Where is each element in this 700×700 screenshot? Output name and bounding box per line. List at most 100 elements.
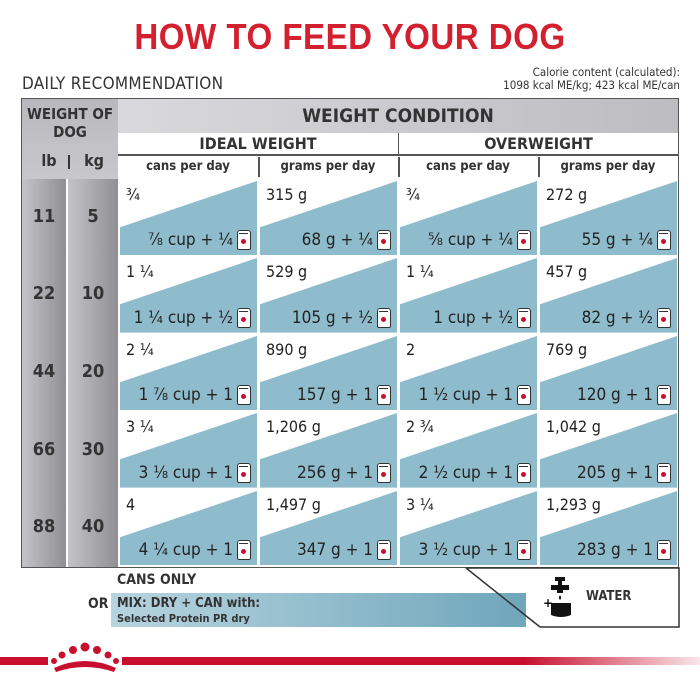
ideal-grams-cell: 529 g 105 g + ½: [260, 258, 397, 333]
lb-column: [22, 179, 66, 567]
kg-header: kg: [84, 151, 104, 170]
header-divider: [118, 154, 678, 156]
ideal-grams-mix-value: 256 g + 1: [296, 462, 391, 483]
ideal-cans-cell: 3 ¼ 3 ⅛ cup + 1: [120, 413, 257, 488]
ideal-cans-only-value: 2 ¼: [126, 339, 154, 359]
ideal-cans-mix-text: 4 ¼ cup + 1: [138, 540, 233, 561]
ideal-cans-mix-value: 3 ⅛ cup + 1: [138, 462, 251, 483]
feeding-table: WEIGHT OF DOG lb kg WEIGHT CONDITION IDE…: [21, 98, 679, 568]
ideal-cans-per-day-header: cans per day: [146, 159, 230, 174]
ideal-cans-cell: 1 ¼ 1 ¼ cup + ½: [120, 258, 257, 333]
ideal-grams-per-day-header: grams per day: [280, 159, 376, 174]
can-icon: [657, 462, 671, 483]
weight-lb-value: 22: [32, 283, 56, 305]
cans-only-label: CANS ONLY: [117, 572, 197, 588]
over-grams-mix-text: 283 g + 1: [576, 540, 653, 561]
ideal-cans-mix-text: 1 ¼ cup + ½: [133, 307, 233, 328]
blue-band: [400, 413, 537, 488]
can-icon: [657, 385, 671, 406]
over-grams-mix-text: 82 g + ½: [581, 307, 653, 328]
can-icon: [517, 230, 531, 251]
kg-column: [68, 179, 118, 567]
blue-band: [260, 258, 397, 333]
over-cans-only-value: 1 ¼: [406, 262, 434, 282]
over-grams-per-day-header: grams per day: [560, 159, 656, 174]
weight-kg-value: 40: [81, 516, 105, 538]
over-cans-cell: 1 ¼ 1 cup + ½: [400, 258, 537, 333]
weight-of-dog-text: WEIGHT OF DOG: [26, 105, 114, 141]
ideal-grams-mix-value: 157 g + 1: [297, 385, 391, 406]
water-tap-icon: +: [543, 577, 571, 617]
ideal-grams-only-value: 529 g: [266, 262, 308, 282]
over-cans-mix-text: 1 cup + ½: [433, 307, 513, 328]
ideal-weight-header: IDEAL WEIGHT: [199, 134, 317, 153]
blue-band: [260, 490, 397, 566]
over-cans-only-value: 2: [406, 339, 416, 359]
ideal-grams-mix-text: 347 g + 1: [296, 540, 373, 561]
lb-header: lb: [41, 151, 57, 170]
weight-kg-value: 5: [87, 205, 99, 227]
ideal-cans-only-value: 3 ¼: [126, 417, 154, 437]
over-grams-cell: 1,042 g 205 g + 1: [540, 413, 677, 488]
over-cans-per-day-header: cans per day: [426, 159, 510, 174]
mix-label: MIX: DRY + CAN with:: [117, 596, 261, 611]
blue-band: [540, 258, 677, 333]
over-grams-mix-value: 205 g + 1: [577, 462, 671, 483]
over-grams-cell: 457 g 82 g + ½: [540, 258, 677, 333]
blue-band: [540, 335, 677, 411]
mix-band: [111, 593, 526, 627]
can-icon: [237, 307, 251, 328]
over-grams-cell: 1,293 g 283 g + 1: [540, 490, 677, 566]
can-icon: [517, 462, 531, 483]
blue-band: [400, 180, 537, 256]
over-grams-mix-text: 120 g + 1: [576, 385, 653, 406]
ideal-grams-cell: 315 g 68 g + ¼: [260, 180, 397, 256]
ideal-grams-cell: 1,206 g 256 g + 1: [260, 413, 397, 488]
over-cans-cell: 2 1 ½ cup + 1: [400, 335, 537, 411]
blue-band: [400, 490, 537, 566]
over-grams-mix-text: 55 g + ¼: [581, 230, 653, 251]
calorie-line-1: Calorie content (calculated):: [532, 65, 680, 79]
mix-product-label: Selected Protein PR dry: [117, 612, 250, 625]
blue-band: [260, 335, 397, 411]
ideal-cans-only-value: 1 ¼: [126, 262, 154, 282]
can-icon: [657, 230, 671, 251]
over-grams-cell: 769 g 120 g + 1: [540, 335, 677, 411]
weight-kg-value: 20: [81, 361, 105, 382]
over-grams-cell: 272 g 55 g + ¼: [540, 180, 677, 256]
ideal-cans-mix-value: 4 ¼ cup + 1: [138, 540, 251, 561]
subheader-divider: [258, 157, 260, 177]
ideal-grams-mix-text: 256 g + 1: [296, 462, 373, 483]
over-grams-only-value: 1,293 g: [546, 494, 601, 514]
weight-kg-value: 30: [81, 438, 105, 460]
calorie-line-2: 1098 kcal ME/kg; 423 kcal ME/can: [503, 78, 680, 92]
or-label: OR: [88, 596, 109, 612]
ideal-cans-cell: ¾ ⅞ cup + ¼: [120, 180, 257, 256]
blue-band: [400, 335, 537, 411]
ideal-cans-cell: 4 4 ¼ cup + 1: [120, 490, 257, 566]
ideal-cans-mix-value: ⅞ cup + ¼: [148, 230, 251, 251]
over-cans-mix-text: ⅝ cup + ¼: [428, 230, 513, 251]
ideal-cans-only-value: ¾: [126, 184, 140, 204]
ideal-grams-only-value: 890 g: [266, 339, 308, 359]
can-icon: [377, 307, 391, 328]
blue-band: [120, 335, 257, 411]
over-grams-mix-value: 55 g + ¼: [581, 230, 671, 251]
ideal-grams-only-value: 1,206 g: [266, 417, 321, 437]
over-cans-only-value: ¾: [406, 184, 420, 204]
subheader-divider: [398, 157, 400, 177]
ideal-grams-mix-text: 105 g + ½: [291, 307, 373, 328]
blue-band: [400, 258, 537, 333]
over-cans-cell: ¾ ⅝ cup + ¼: [400, 180, 537, 256]
can-icon: [237, 540, 251, 561]
over-cans-mix-value: ⅝ cup + ¼: [428, 230, 531, 251]
weight-condition-header: WEIGHT CONDITION: [118, 99, 678, 133]
over-grams-only-value: 1,042 g: [546, 417, 601, 437]
ideal-cans-mix-text: ⅞ cup + ¼: [148, 230, 233, 251]
over-cans-mix-value: 3 ½ cup + 1: [419, 540, 531, 561]
ideal-cans-mix-text: 3 ⅛ cup + 1: [138, 462, 233, 483]
weight-lb-value: 11: [32, 205, 56, 227]
overweight-header: OVERWEIGHT: [398, 133, 678, 155]
over-grams-only-value: 272 g: [546, 184, 588, 204]
weight-kg-value: 10: [81, 283, 105, 305]
